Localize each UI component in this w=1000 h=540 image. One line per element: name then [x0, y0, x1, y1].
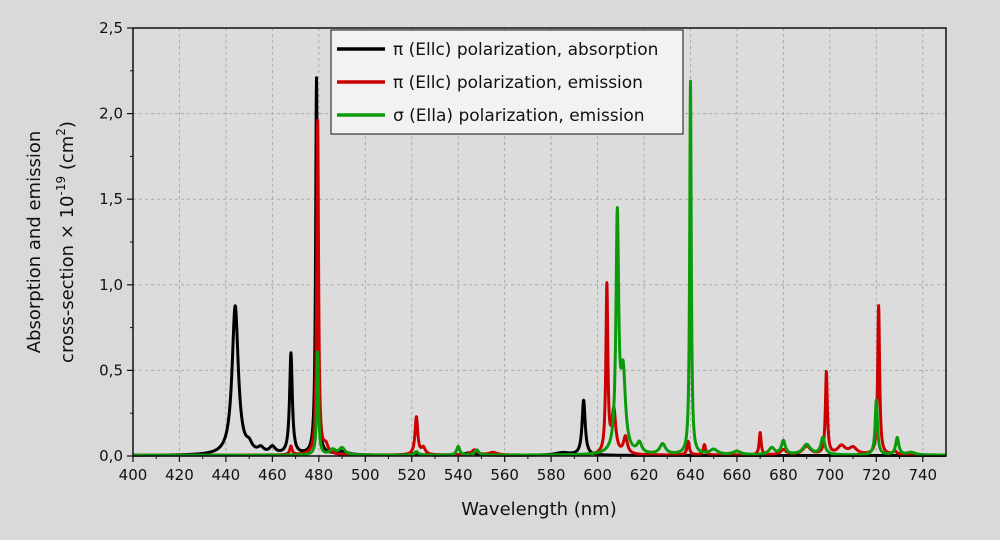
- x-tick-label: 580: [537, 466, 566, 484]
- y-axis: 0,0 0,5 1,0 1,5 2,0 2,5: [99, 19, 133, 465]
- y-tick-label: 0,0: [99, 447, 123, 465]
- y-tick-label: 2,5: [99, 19, 123, 37]
- x-tick-label: 540: [444, 466, 473, 484]
- legend-box: [330, 29, 684, 135]
- y-axis-title-unit: (cm: [57, 136, 78, 176]
- y-axis-title-close: ): [57, 121, 78, 128]
- y-axis-title-main: cross-section × 10: [57, 196, 78, 363]
- y-axis-title: Absorption and emission cross-section × …: [24, 121, 78, 363]
- y-tick-label: 1,0: [99, 276, 123, 294]
- x-tick-label: 440: [212, 466, 241, 484]
- y-tick-label: 2,0: [99, 105, 123, 123]
- y-tick-label: 0,5: [99, 361, 123, 379]
- y-axis-title-unit-exponent: 2: [54, 128, 68, 136]
- y-axis-title-line2: cross-section × 10-19 (cm2): [54, 121, 78, 363]
- x-tick-label: 620: [630, 466, 659, 484]
- x-tick-label: 460: [258, 466, 287, 484]
- x-tick-label: 420: [165, 466, 194, 484]
- x-axis-title: Wavelength (nm): [461, 499, 617, 520]
- x-axis: 400 420 440 460 480 500 520 540 560 580 600 620 640 6…: [119, 456, 937, 484]
- legend-label-2: π (Ellc) polarization, emission: [393, 73, 643, 93]
- x-tick-label: 560: [490, 466, 519, 484]
- x-tick-label: 500: [351, 466, 380, 484]
- x-tick-label: 660: [723, 466, 752, 484]
- x-tick-label: 720: [862, 466, 891, 484]
- x-tick-label: 680: [769, 466, 798, 484]
- x-tick-label: 520: [397, 466, 426, 484]
- x-tick-label: 640: [676, 466, 705, 484]
- legend-label-1: π (Ellc) polarization, absorption: [393, 40, 658, 60]
- legend-label-3: σ (Ella) polarization, emission: [393, 106, 645, 126]
- series-line-3: [131, 79, 948, 457]
- legend: π (Ellc) polarization, absorption π (Ellc…: [330, 29, 684, 135]
- y-tick-label: 1,5: [99, 190, 123, 208]
- x-tick-label: 740: [908, 466, 937, 484]
- x-tick-label: 700: [816, 466, 845, 484]
- y-axis-title-line1: Absorption and emission: [24, 131, 45, 354]
- x-tick-label: 480: [305, 466, 334, 484]
- x-tick-label: 400: [119, 466, 148, 484]
- y-axis-title-exponent: -19: [54, 176, 68, 196]
- x-tick-label: 600: [583, 466, 612, 484]
